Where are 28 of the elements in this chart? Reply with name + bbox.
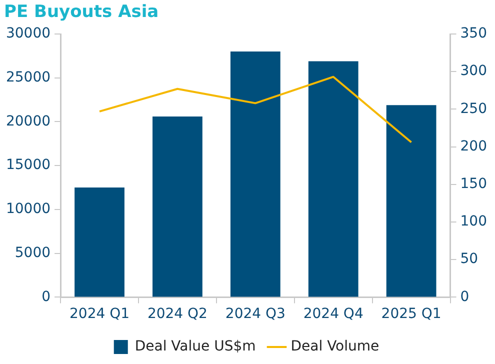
y2-tick-label: 0 (460, 288, 470, 305)
y-tick-label: 30000 (6, 26, 51, 42)
bar (152, 116, 202, 297)
bar (308, 61, 358, 297)
y2-tick-label: 300 (460, 63, 488, 80)
y-tick-label: 5000 (14, 244, 51, 261)
bar (230, 52, 280, 297)
y-tick-label: 0 (42, 288, 51, 305)
y2-tick-label: 50 (460, 251, 478, 268)
legend-label: Deal Value US$m (134, 338, 256, 355)
y2-tick-label: 200 (460, 138, 488, 154)
y2-tick-label: 150 (460, 176, 488, 192)
y2-tick-label: 250 (460, 100, 488, 117)
y2-tick-label: 100 (460, 214, 488, 230)
bar (74, 188, 124, 297)
x-tick-label: 2025 Q1 (381, 306, 442, 322)
y2-tick-label: 350 (460, 26, 488, 42)
x-tick-label: 2024 Q1 (70, 306, 130, 322)
bar (386, 105, 436, 297)
legend-label: Deal Volume (290, 338, 380, 355)
x-tick-label: 2024 Q4 (303, 306, 364, 322)
y-tick-label: 25000 (6, 70, 51, 86)
chart-title: PE Buyouts Asia (4, 2, 159, 22)
x-tick-label: 2024 Q3 (225, 306, 286, 322)
y-tick-label: 20000 (6, 113, 51, 130)
x-tick-label: 2024 Q2 (147, 306, 208, 322)
y-tick-label: 10000 (6, 201, 51, 218)
y-tick-label: 15000 (6, 157, 51, 174)
